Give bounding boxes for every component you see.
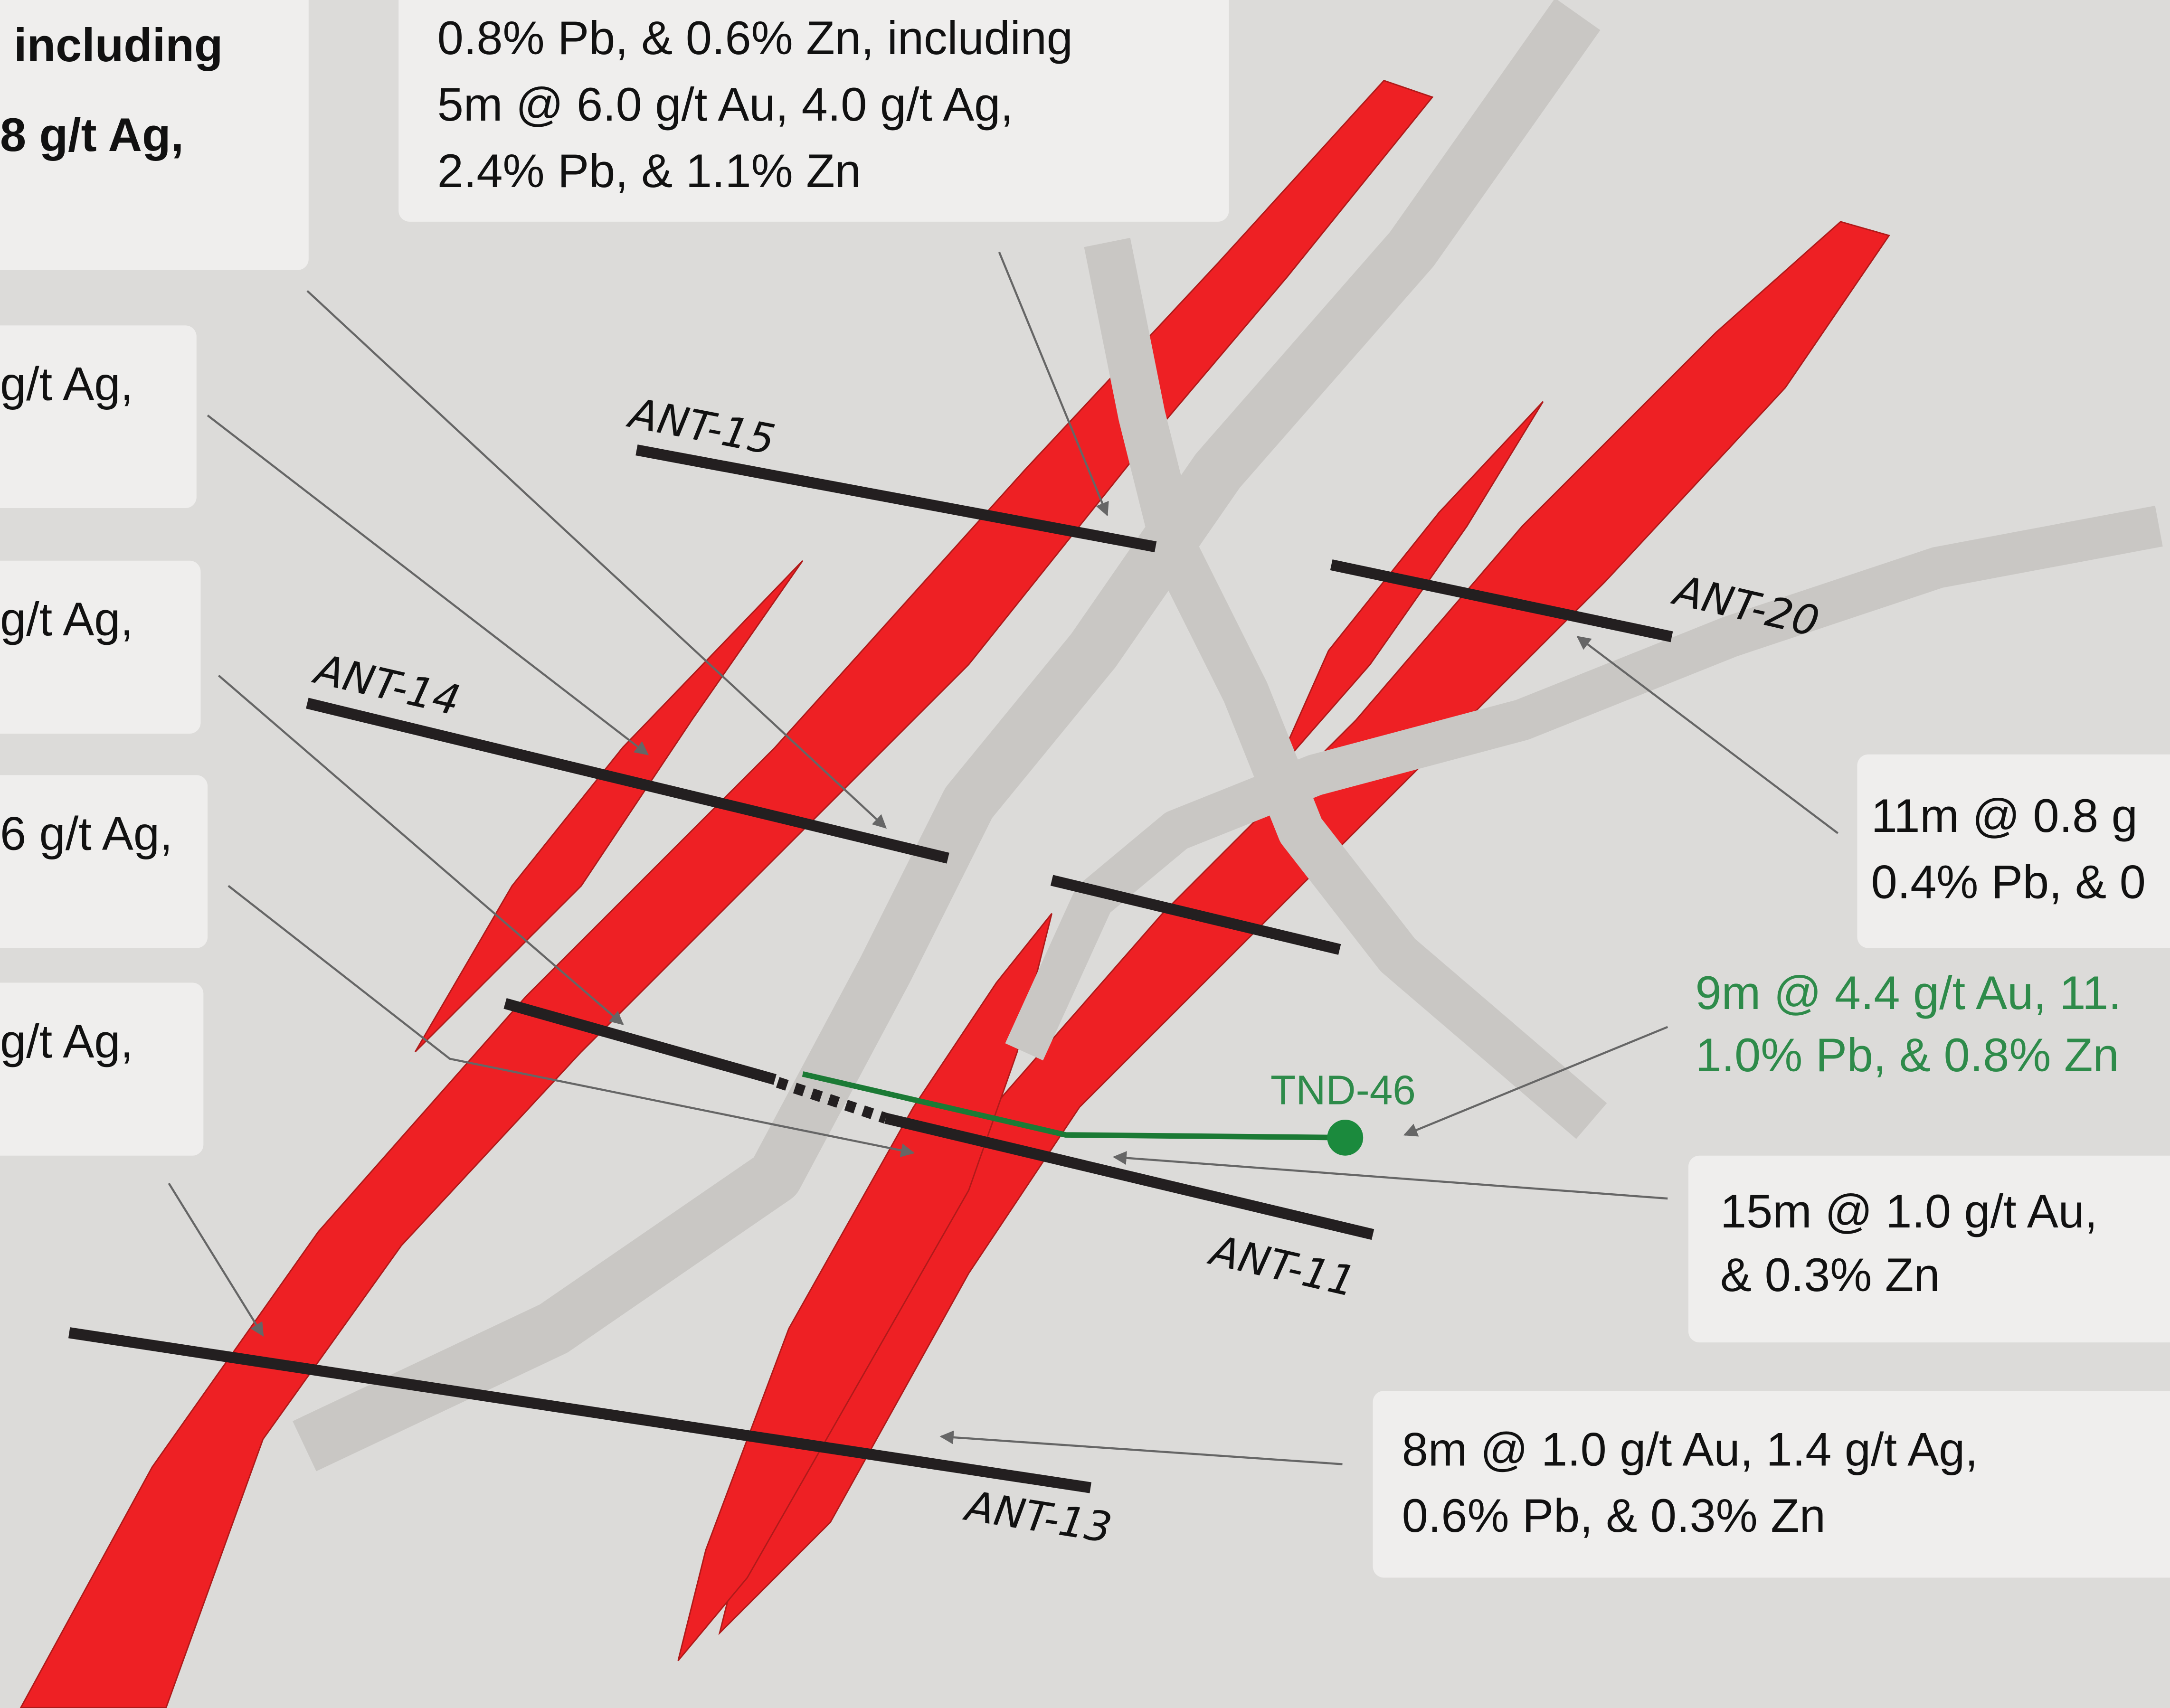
callout-text: 2.4% Pb, & 1.1% Zn bbox=[437, 144, 861, 197]
callout-text: 8 g/t Ag, bbox=[0, 108, 184, 161]
callout-text: 5m @ 6.0 g/t Au, 4.0 g/t Ag, bbox=[437, 78, 1014, 131]
callout-text: 8m @ 1.0 g/t Au, 1.4 g/t Ag, bbox=[1402, 1423, 1978, 1475]
collar bbox=[1327, 1120, 1363, 1156]
callout-text: g/t Ag, bbox=[0, 593, 133, 645]
page: including 8 g/t Ag, 0.8% Pb, & 0.6% Zn, … bbox=[0, 0, 2170, 1708]
callout-text: 15m @ 1.0 g/t Au, bbox=[1720, 1185, 2097, 1237]
callout-text: g/t Ag, bbox=[0, 358, 133, 410]
callout-box bbox=[0, 561, 201, 734]
callout-text: g/t Ag, bbox=[0, 1015, 133, 1067]
callout-text: 6 g/t Ag, bbox=[0, 807, 173, 860]
callout-text: including bbox=[14, 19, 223, 71]
diagram: including 8 g/t Ag, 0.8% Pb, & 0.6% Zn, … bbox=[0, 0, 2170, 1708]
callout-text: 9m @ 4.4 g/t Au, 11. bbox=[1696, 966, 2122, 1019]
callout-text: 0.6% Pb, & 0.3% Zn bbox=[1402, 1489, 1826, 1542]
callout-box bbox=[1373, 1391, 2170, 1577]
hole-label: TND-46 bbox=[1270, 1067, 1416, 1114]
callout-text: & 0.3% Zn bbox=[1720, 1248, 1940, 1301]
callout-box bbox=[0, 982, 203, 1155]
callout-box bbox=[0, 775, 208, 948]
callout-box bbox=[0, 325, 197, 508]
callout-box bbox=[1857, 755, 2170, 948]
callout-text: 11m @ 0.8 g bbox=[1871, 789, 2138, 842]
callout-text: 1.0% Pb, & 0.8% Zn bbox=[1696, 1029, 2119, 1081]
callout-text: 0.8% Pb, & 0.6% Zn, including bbox=[437, 11, 1073, 64]
callout-text: 0.4% Pb, & 0 bbox=[1871, 856, 2146, 908]
